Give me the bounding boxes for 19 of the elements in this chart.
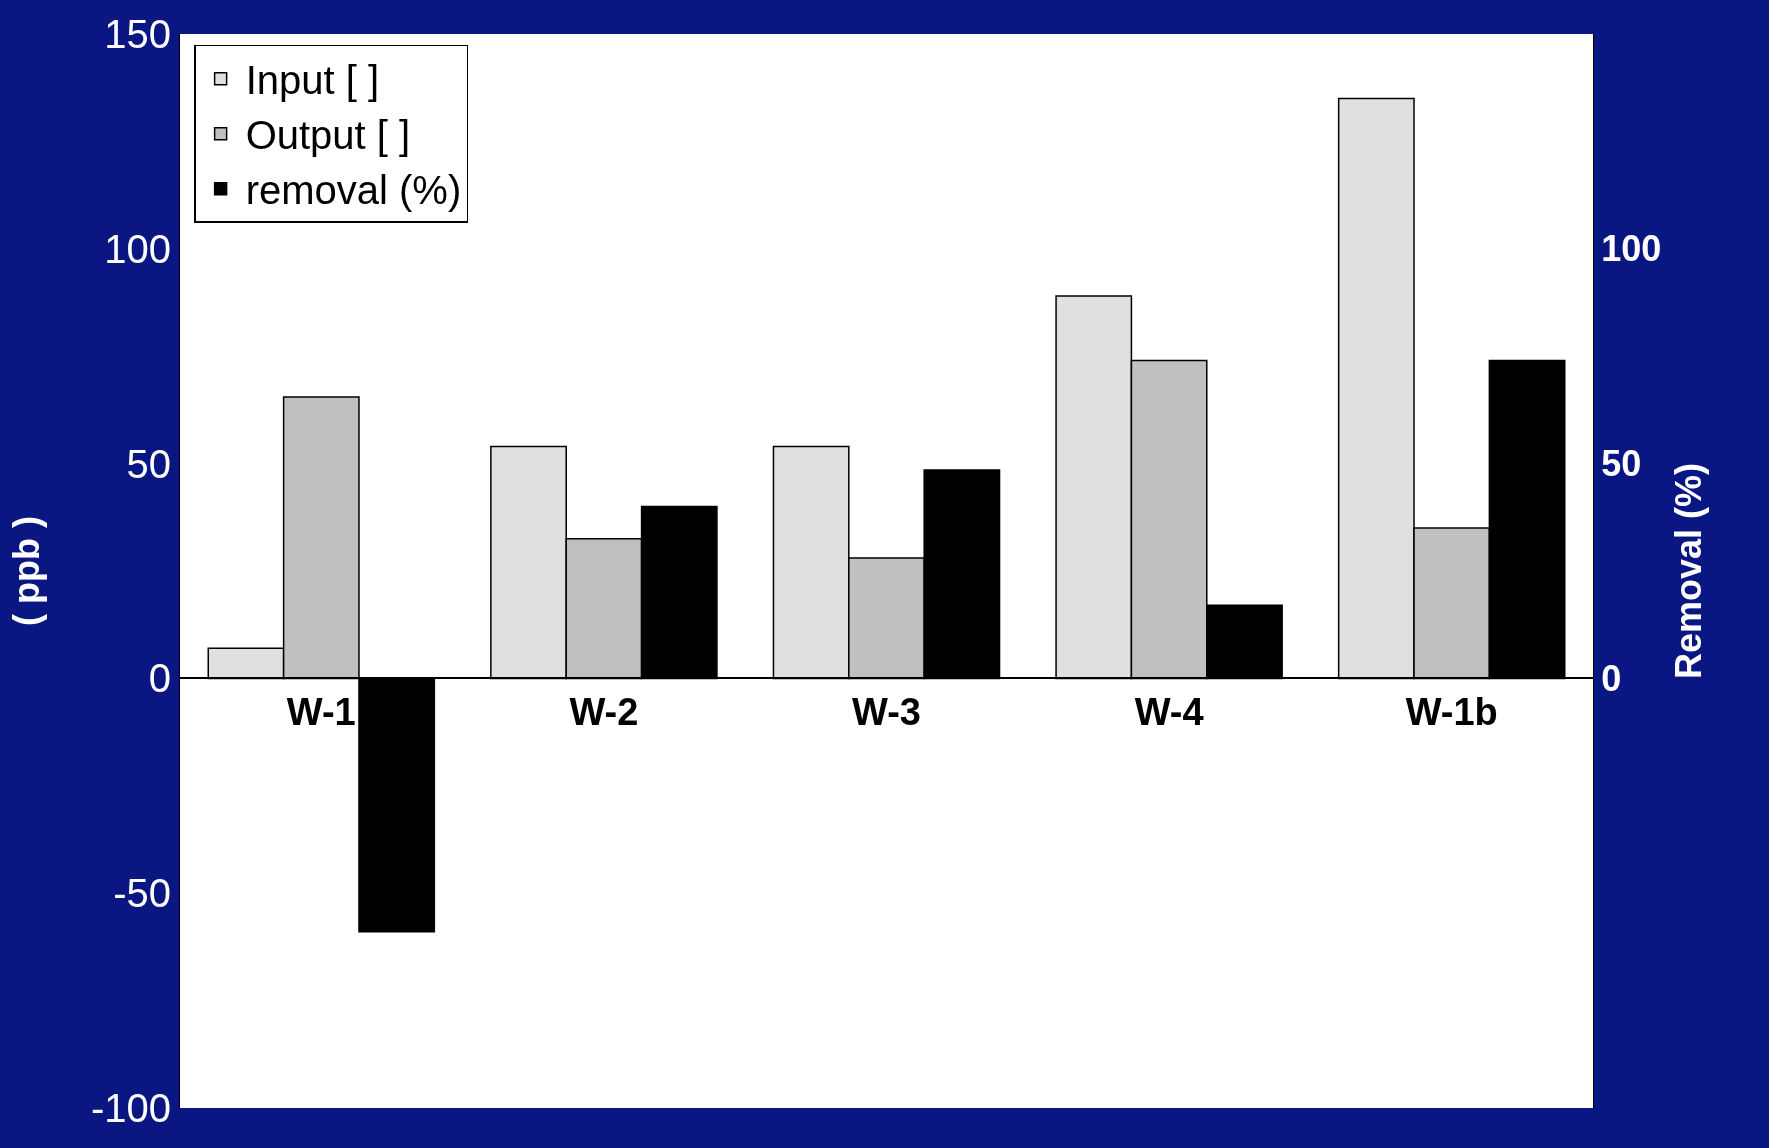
legend-label: Input [ ] [245,58,380,103]
x-tick-label: W-1 [286,690,356,733]
y2-tick-label: 100 [1601,228,1662,270]
y-tick-label: -50 [113,871,171,916]
x-tick-label: W-2 [569,690,639,733]
x-tick-label: W-1b [1405,690,1498,733]
y2-tick-label: 50 [1601,443,1642,485]
x-tick-label: W-4 [1134,690,1204,733]
y2-tick-label: 0 [1601,658,1622,699]
y-tick-label: 150 [104,12,171,56]
x-tick-label: W-3 [852,690,921,733]
y-tick-label: -100 [90,1086,171,1130]
y-tick-label: 100 [104,226,171,271]
legend-label: removal (%) [245,168,462,213]
legend-label: Output [ ] [245,113,411,158]
y2-axis-title: Removal (%) [1667,462,1709,680]
y-axis-title: ( ppb ) [5,516,47,626]
y-tick-label: 50 [126,441,171,486]
y-tick-label: 0 [148,656,171,701]
